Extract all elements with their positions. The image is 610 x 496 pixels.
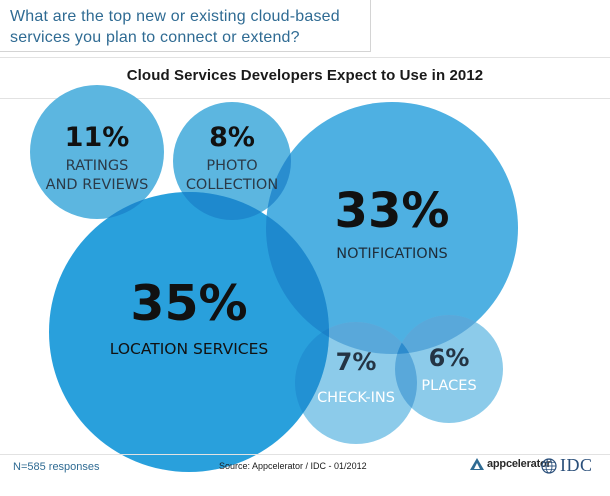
appcelerator-mark-icon: [470, 458, 484, 470]
bubble-label: PHOTO COLLECTION: [186, 158, 278, 193]
bubble-places: [395, 315, 503, 423]
bubble-label: CHECK-INS: [317, 390, 395, 406]
bubble-value: 7%: [336, 348, 377, 376]
bubble-notifications: [266, 102, 518, 354]
response-count: N=585 responses: [13, 461, 100, 473]
chart-title: Cloud Services Developers Expect to Use …: [126, 67, 484, 84]
bubble-value: 33%: [335, 183, 450, 239]
title-band: [0, 57, 610, 99]
appcelerator-logo: appcelerator: [470, 458, 551, 470]
source-note: Source: Appcelerator / IDC - 01/2012: [219, 461, 367, 471]
globe-icon: [541, 457, 557, 474]
survey-question: What are the top new or existing cloud-b…: [0, 0, 371, 52]
bubble-label: NOTIFICATIONS: [336, 246, 448, 262]
question-line-1: What are the top new or existing cloud-b…: [10, 8, 340, 25]
bubble-location-services: [49, 192, 329, 472]
bubble-value: 35%: [130, 275, 247, 332]
bubble-ratings-and-reviews: [30, 85, 164, 219]
bubble-value: 8%: [209, 122, 255, 153]
idc-logo-text: IDC: [560, 455, 593, 475]
bubble-value: 11%: [65, 122, 130, 153]
bubble-label: LOCATION SERVICES: [110, 340, 268, 358]
bubble-value: 6%: [429, 344, 470, 372]
bubble-label: RATINGS AND REVIEWS: [46, 158, 149, 193]
bubble-photo-collection: [173, 102, 291, 220]
question-line-2: services you plan to connect or extend?: [10, 29, 300, 46]
idc-logo: IDC: [541, 455, 593, 476]
appcelerator-logo-text: appcelerator: [487, 458, 551, 470]
footer-band: [0, 454, 610, 496]
bubble-label: PLACES: [421, 378, 476, 394]
